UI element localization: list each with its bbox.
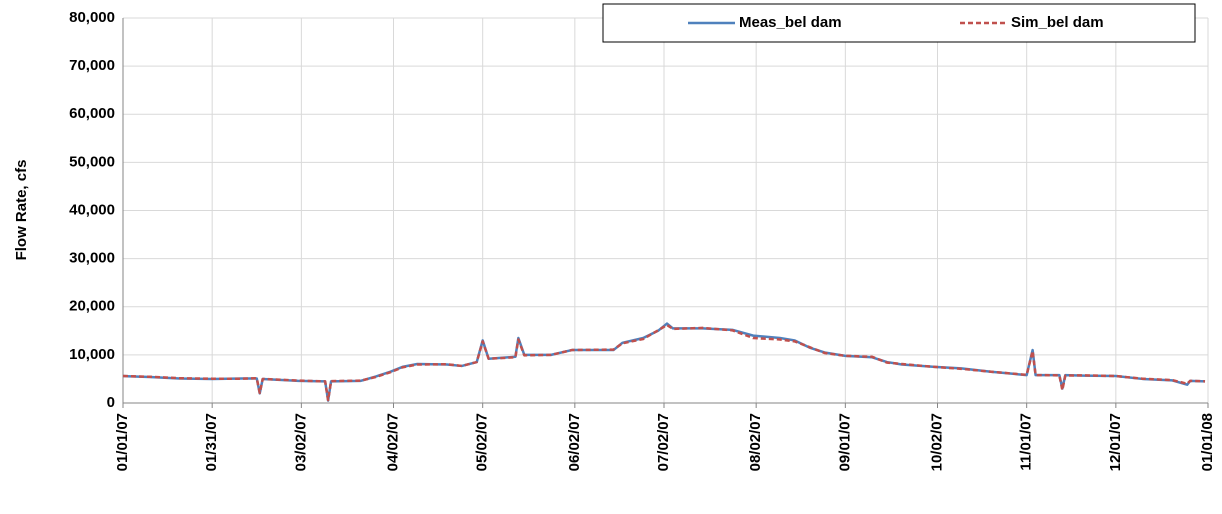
x-tick-label: 01/31/07 [203,413,220,471]
x-tick-label: 01/01/08 [1199,413,1216,471]
legend-label: Sim_bel dam [1011,14,1104,31]
series-line [122,323,1206,402]
x-tick-label: 10/02/07 [928,413,945,471]
x-tick-label: 11/01/07 [1018,413,1035,471]
x-tick-label: 01/01/07 [114,413,131,471]
y-tick-label: 80,000 [69,9,115,26]
y-tick-label: 20,000 [69,298,115,315]
x-tick-label: 05/02/07 [474,413,491,471]
x-tick-label: 07/02/07 [655,413,672,471]
x-tick-label: 09/01/07 [836,413,853,471]
x-tick-label: 12/01/07 [1107,413,1124,471]
y-tick-label: 50,000 [69,153,115,170]
y-tick-label: 60,000 [69,105,115,122]
y-tick-label: 40,000 [69,201,115,218]
y-axis-label: Flow Rate, cfs [13,160,30,261]
y-tick-label: 30,000 [69,250,115,267]
x-tick-label: 04/02/07 [384,413,401,471]
legend-label: Meas_bel dam [739,14,842,31]
y-tick-label: 10,000 [69,346,115,363]
x-tick-label: 06/02/07 [566,413,583,471]
x-tick-label: 08/02/07 [747,413,764,471]
y-tick-label: 0 [107,394,115,411]
x-tick-label: 03/02/07 [292,413,309,471]
y-tick-label: 70,000 [69,57,115,74]
